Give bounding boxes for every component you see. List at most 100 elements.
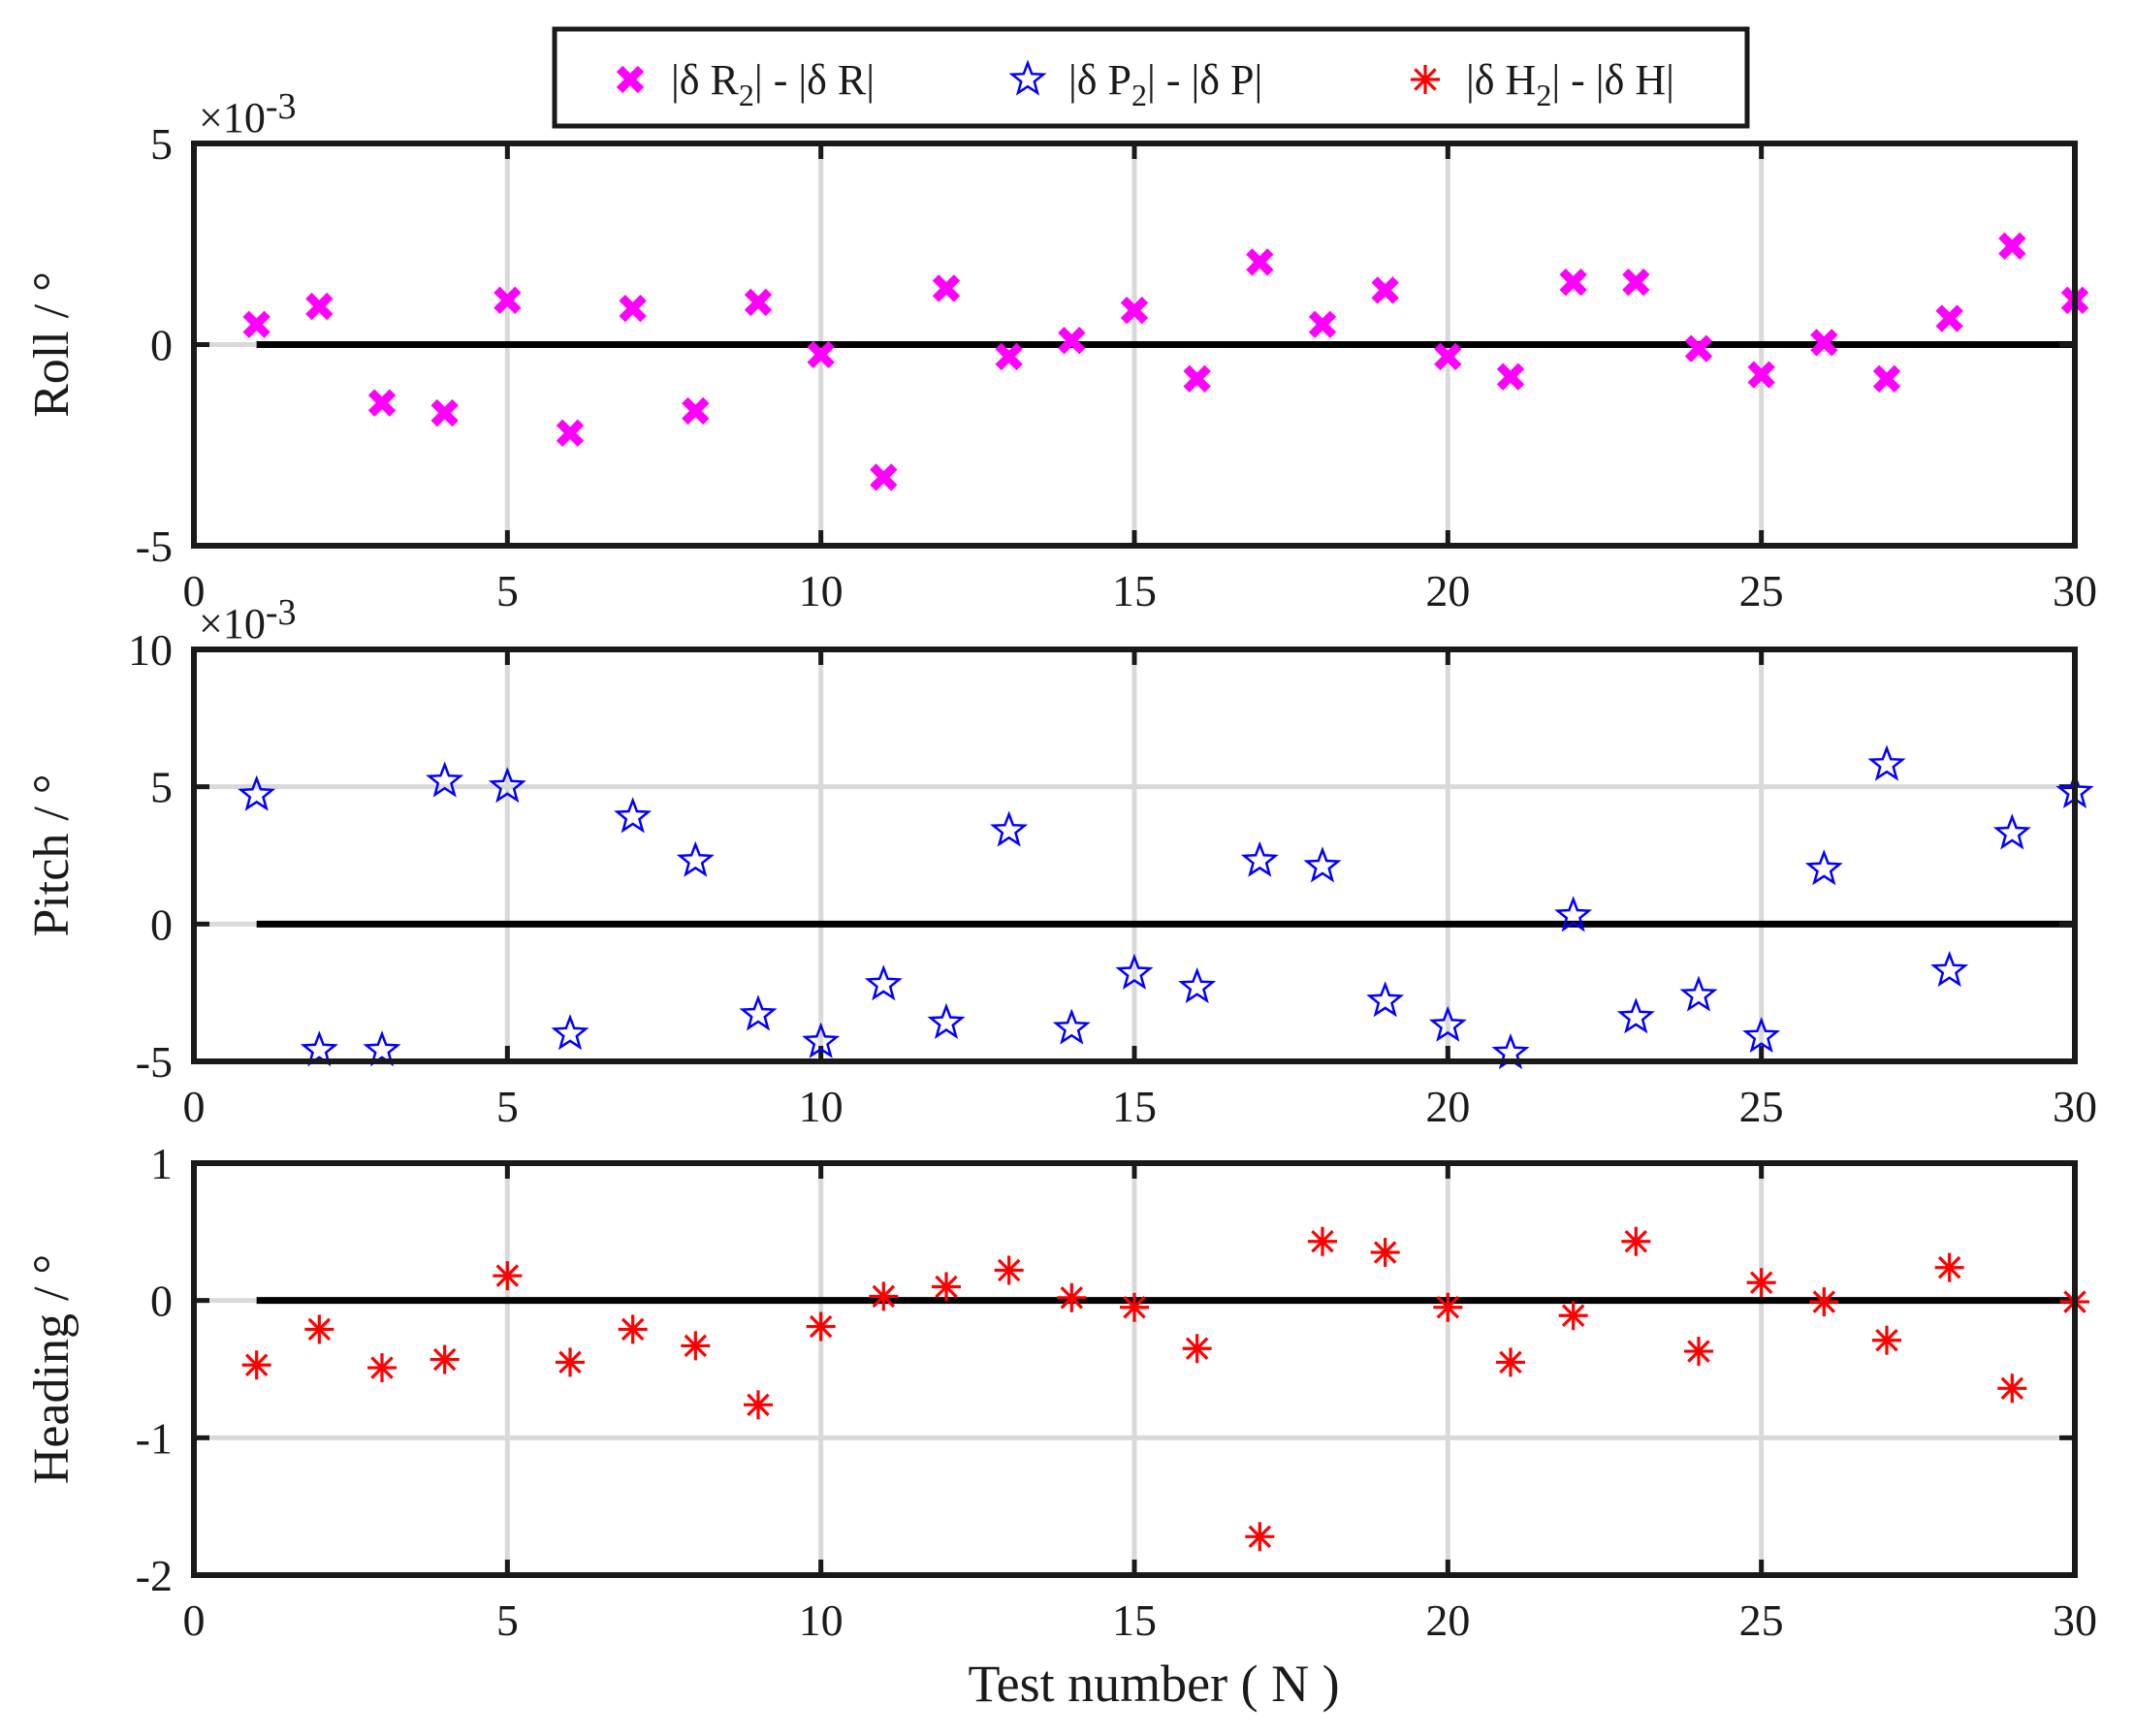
data-point-heading [1370,1238,1400,1268]
data-point-pitch [1178,966,1217,1004]
legend-label: |δ P2| - |δ P| [1068,56,1262,112]
data-point-pitch [1428,1005,1467,1042]
data-point-heading [1809,1287,1839,1317]
x-tick-label: 10 [799,566,844,615]
x-tick-label: 0 [183,1595,206,1645]
data-point-roll [1246,248,1274,276]
data-point-heading [869,1281,899,1311]
data-point-pitch [363,1030,401,1067]
data-point-pitch [802,1022,841,1058]
data-point-roll [1872,364,1901,393]
data-point-roll [1622,268,1650,297]
y-tick-label: -2 [136,1551,173,1600]
x-tick-label: 25 [1739,566,1784,615]
x-tick-label: 10 [799,1082,844,1131]
x-tick-label: 20 [1425,566,1470,615]
data-point-roll [367,389,397,417]
y-tick-label: 5 [150,119,173,169]
data-point-roll [995,342,1023,371]
x-tick-label: 20 [1425,1082,1470,1131]
axes-frame [191,1160,2078,1578]
data-point-heading [994,1255,1024,1285]
data-point-pitch [1554,896,1593,932]
axis-multiplier: ×10-3 [199,592,296,647]
data-point-pitch [300,1030,338,1067]
data-point-heading [1621,1226,1651,1256]
y-tick-label: 10 [128,625,173,675]
y-tick-label: 1 [150,1139,173,1188]
data-point-heading [932,1272,961,1302]
data-point-pitch [739,994,778,1031]
x-tick-label: 0 [183,566,206,615]
y-tick-label: 0 [150,900,173,949]
data-point-heading [1934,1252,1964,1282]
data-point-pitch [1992,813,2031,850]
x-tick-label: 15 [1112,566,1157,615]
data-point-pitch [1616,997,1655,1034]
data-point-roll [430,398,459,427]
x-tick-label: 10 [799,1595,844,1645]
data-point-roll [494,286,522,315]
data-point-roll [932,274,961,302]
data-point-heading [1872,1325,1901,1355]
data-point-pitch [426,761,464,798]
data-point-roll [1434,342,1462,371]
data-point-roll [870,463,898,491]
legend-marker [616,65,645,94]
y-axis-label: Pitch / ° [24,773,80,936]
data-point-heading [556,1347,585,1377]
data-point-heading [681,1331,711,1361]
data-point-heading [1308,1226,1337,1256]
y-tick-label: 0 [150,1277,173,1326]
data-point-pitch [238,774,276,811]
x-tick-label: 30 [2053,1595,2097,1645]
data-point-roll [807,340,835,369]
data-point-roll [1747,361,1775,389]
data-point-pitch [927,1002,966,1039]
data-point-heading [241,1350,271,1380]
data-point-roll [556,419,585,447]
y-axis-label: Roll / ° [24,271,80,418]
y-tick-label: 0 [150,321,173,370]
data-point-roll [1810,329,1838,357]
data-point-heading [1558,1301,1588,1331]
data-point-roll [744,288,773,317]
data-point-heading [618,1314,648,1344]
data-point-pitch [551,1014,589,1051]
x-tick-label: 5 [496,566,519,615]
data-point-heading [1182,1334,1212,1364]
data-point-roll [1684,334,1713,363]
data-point-heading [806,1311,836,1341]
data-point-pitch [1867,744,1906,781]
data-point-pitch [676,840,715,877]
legend-label: |δ H2| - |δ H| [1466,56,1674,112]
axis-multiplier: ×10-3 [199,86,296,142]
y-tick-label: -1 [136,1413,173,1463]
legend-entry: |δ P2| - |δ P| [1008,56,1262,112]
x-tick-label: 0 [183,1082,206,1131]
data-point-heading [367,1353,397,1383]
data-point-pitch [1679,975,1718,1012]
x-tick-label: 25 [1739,1595,1784,1645]
data-point-heading [1433,1292,1463,1322]
data-point-pitch [1930,950,1969,988]
data-point-pitch [990,810,1029,847]
legend-entry: |δ R2| - |δ R| [616,56,875,112]
data-point-pitch [1804,849,1843,886]
data-point-heading [430,1344,460,1374]
data-point-heading [1245,1522,1275,1552]
data-point-roll [1371,276,1399,304]
x-tick-label: 5 [496,1595,519,1645]
x-tick-label: 20 [1425,1595,1470,1645]
data-point-heading [744,1390,773,1420]
data-point-heading [1120,1292,1149,1322]
legend-box [552,26,1750,129]
data-point-roll [1559,268,1587,297]
x-tick-label: 5 [496,1082,519,1131]
data-point-pitch [1366,981,1405,1018]
y-tick-label: -5 [136,1037,173,1087]
y-tick-label: -5 [136,521,173,571]
